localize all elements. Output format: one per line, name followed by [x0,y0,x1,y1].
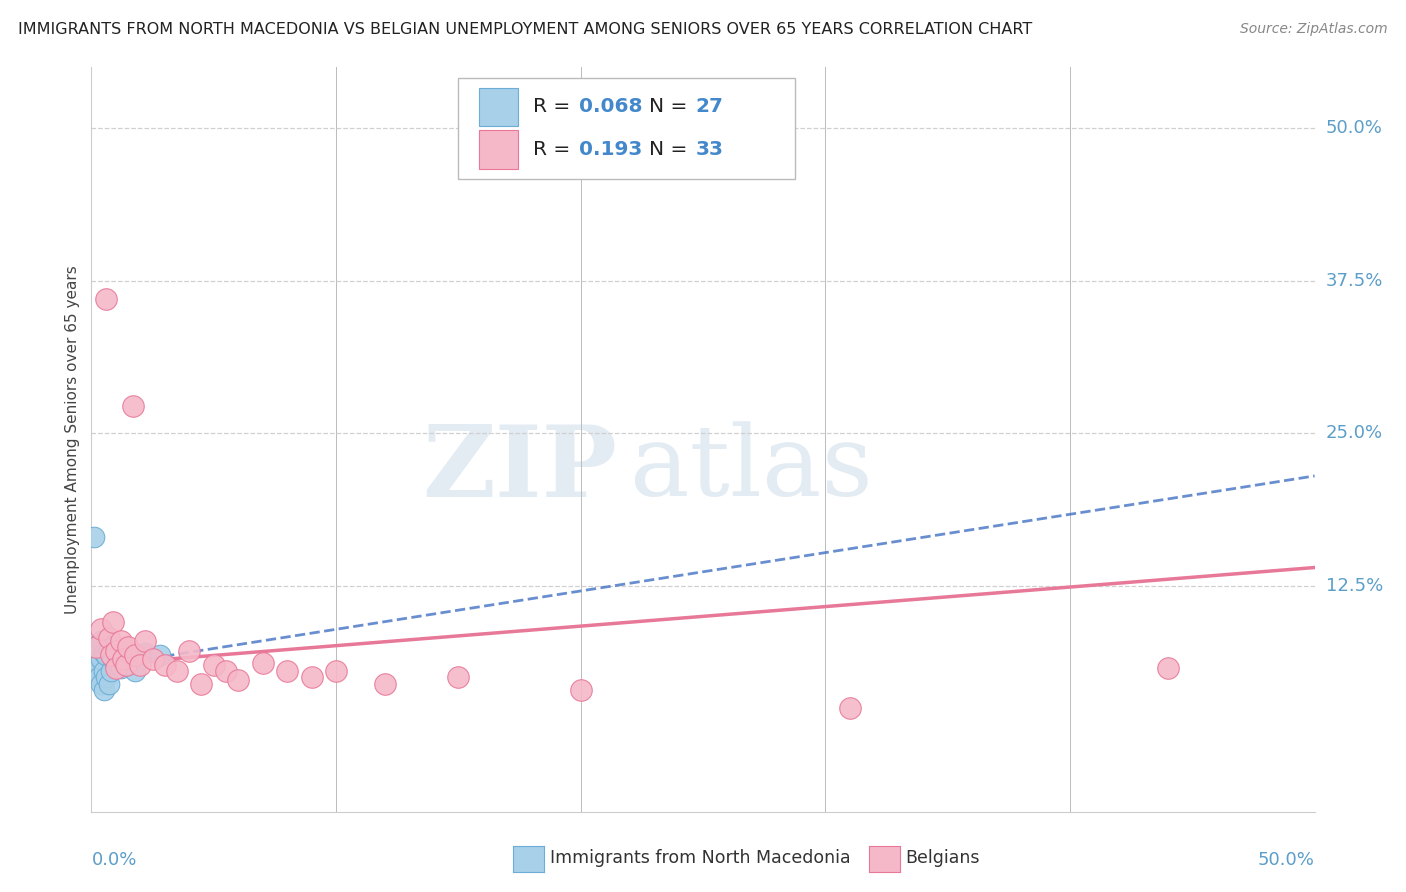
Point [149,648,172,663]
Text: 12.5%: 12.5% [1326,577,1384,595]
Text: 33: 33 [696,140,724,160]
Point [122,400,145,414]
Point [87,670,110,684]
Point [104,660,127,674]
Point [94,648,117,663]
Point [93,646,115,660]
Point [87,658,110,673]
Point [104,658,127,673]
Point [202,658,225,673]
FancyBboxPatch shape [479,130,519,169]
Point [114,658,136,673]
Point [252,656,274,670]
Point [84,652,107,666]
Point [838,701,860,715]
Text: ZIP: ZIP [422,421,617,517]
Point [83,530,105,544]
Text: 0.0%: 0.0% [91,851,136,869]
Text: IMMIGRANTS FROM NORTH MACEDONIA VS BELGIAN UNEMPLOYMENT AMONG SENIORS OVER 65 YE: IMMIGRANTS FROM NORTH MACEDONIA VS BELGI… [18,22,1032,37]
Point [190,676,212,690]
Point [97,632,120,646]
Point [129,658,152,673]
Point [134,646,156,660]
Text: 0.193: 0.193 [579,140,643,160]
Point [110,660,132,674]
Text: 0.068: 0.068 [579,97,643,117]
Text: N =: N = [650,140,695,160]
Text: Belgians: Belgians [905,849,980,867]
Point [134,633,156,648]
Point [93,682,115,697]
Point [124,648,146,663]
Text: 50.0%: 50.0% [1258,851,1315,869]
Point [100,648,122,663]
Point [90,622,112,636]
Text: 27: 27 [696,97,724,117]
Point [215,665,238,679]
Text: 50.0%: 50.0% [1326,119,1382,137]
Point [93,665,115,679]
Text: Source: ZipAtlas.com: Source: ZipAtlas.com [1240,22,1388,37]
Point [87,640,110,654]
Point [100,640,122,654]
FancyBboxPatch shape [479,87,519,127]
Text: R =: R = [533,140,583,160]
Point [276,665,298,679]
Text: Immigrants from North Macedonia: Immigrants from North Macedonia [550,849,851,867]
Point [141,652,163,666]
Point [153,658,176,673]
Point [112,652,135,666]
FancyBboxPatch shape [458,78,794,178]
Point [569,682,592,697]
Point [94,292,117,306]
Point [179,643,201,657]
Point [100,665,122,679]
Point [226,673,249,687]
Point [117,658,139,673]
Point [301,670,323,684]
Text: 25.0%: 25.0% [1326,425,1384,442]
Point [94,670,117,684]
Point [124,665,146,679]
Text: R =: R = [533,97,576,117]
Point [325,665,347,679]
Point [104,643,127,657]
Text: N =: N = [650,97,695,117]
Point [447,670,470,684]
Point [90,633,112,648]
Point [97,643,120,657]
Text: atlas: atlas [630,421,872,517]
Text: 37.5%: 37.5% [1326,271,1384,290]
Point [107,656,129,670]
Point [90,652,112,666]
Point [103,615,125,630]
Y-axis label: Unemployment Among Seniors over 65 years: Unemployment Among Seniors over 65 years [65,265,80,614]
Point [97,676,120,690]
Point [112,652,135,666]
Point [84,640,107,654]
Point [117,640,139,654]
Point [1157,660,1180,674]
Point [166,665,188,679]
Point [90,676,112,690]
Point [110,633,132,648]
Point [103,652,125,666]
Point [84,665,107,679]
Point [374,676,396,690]
